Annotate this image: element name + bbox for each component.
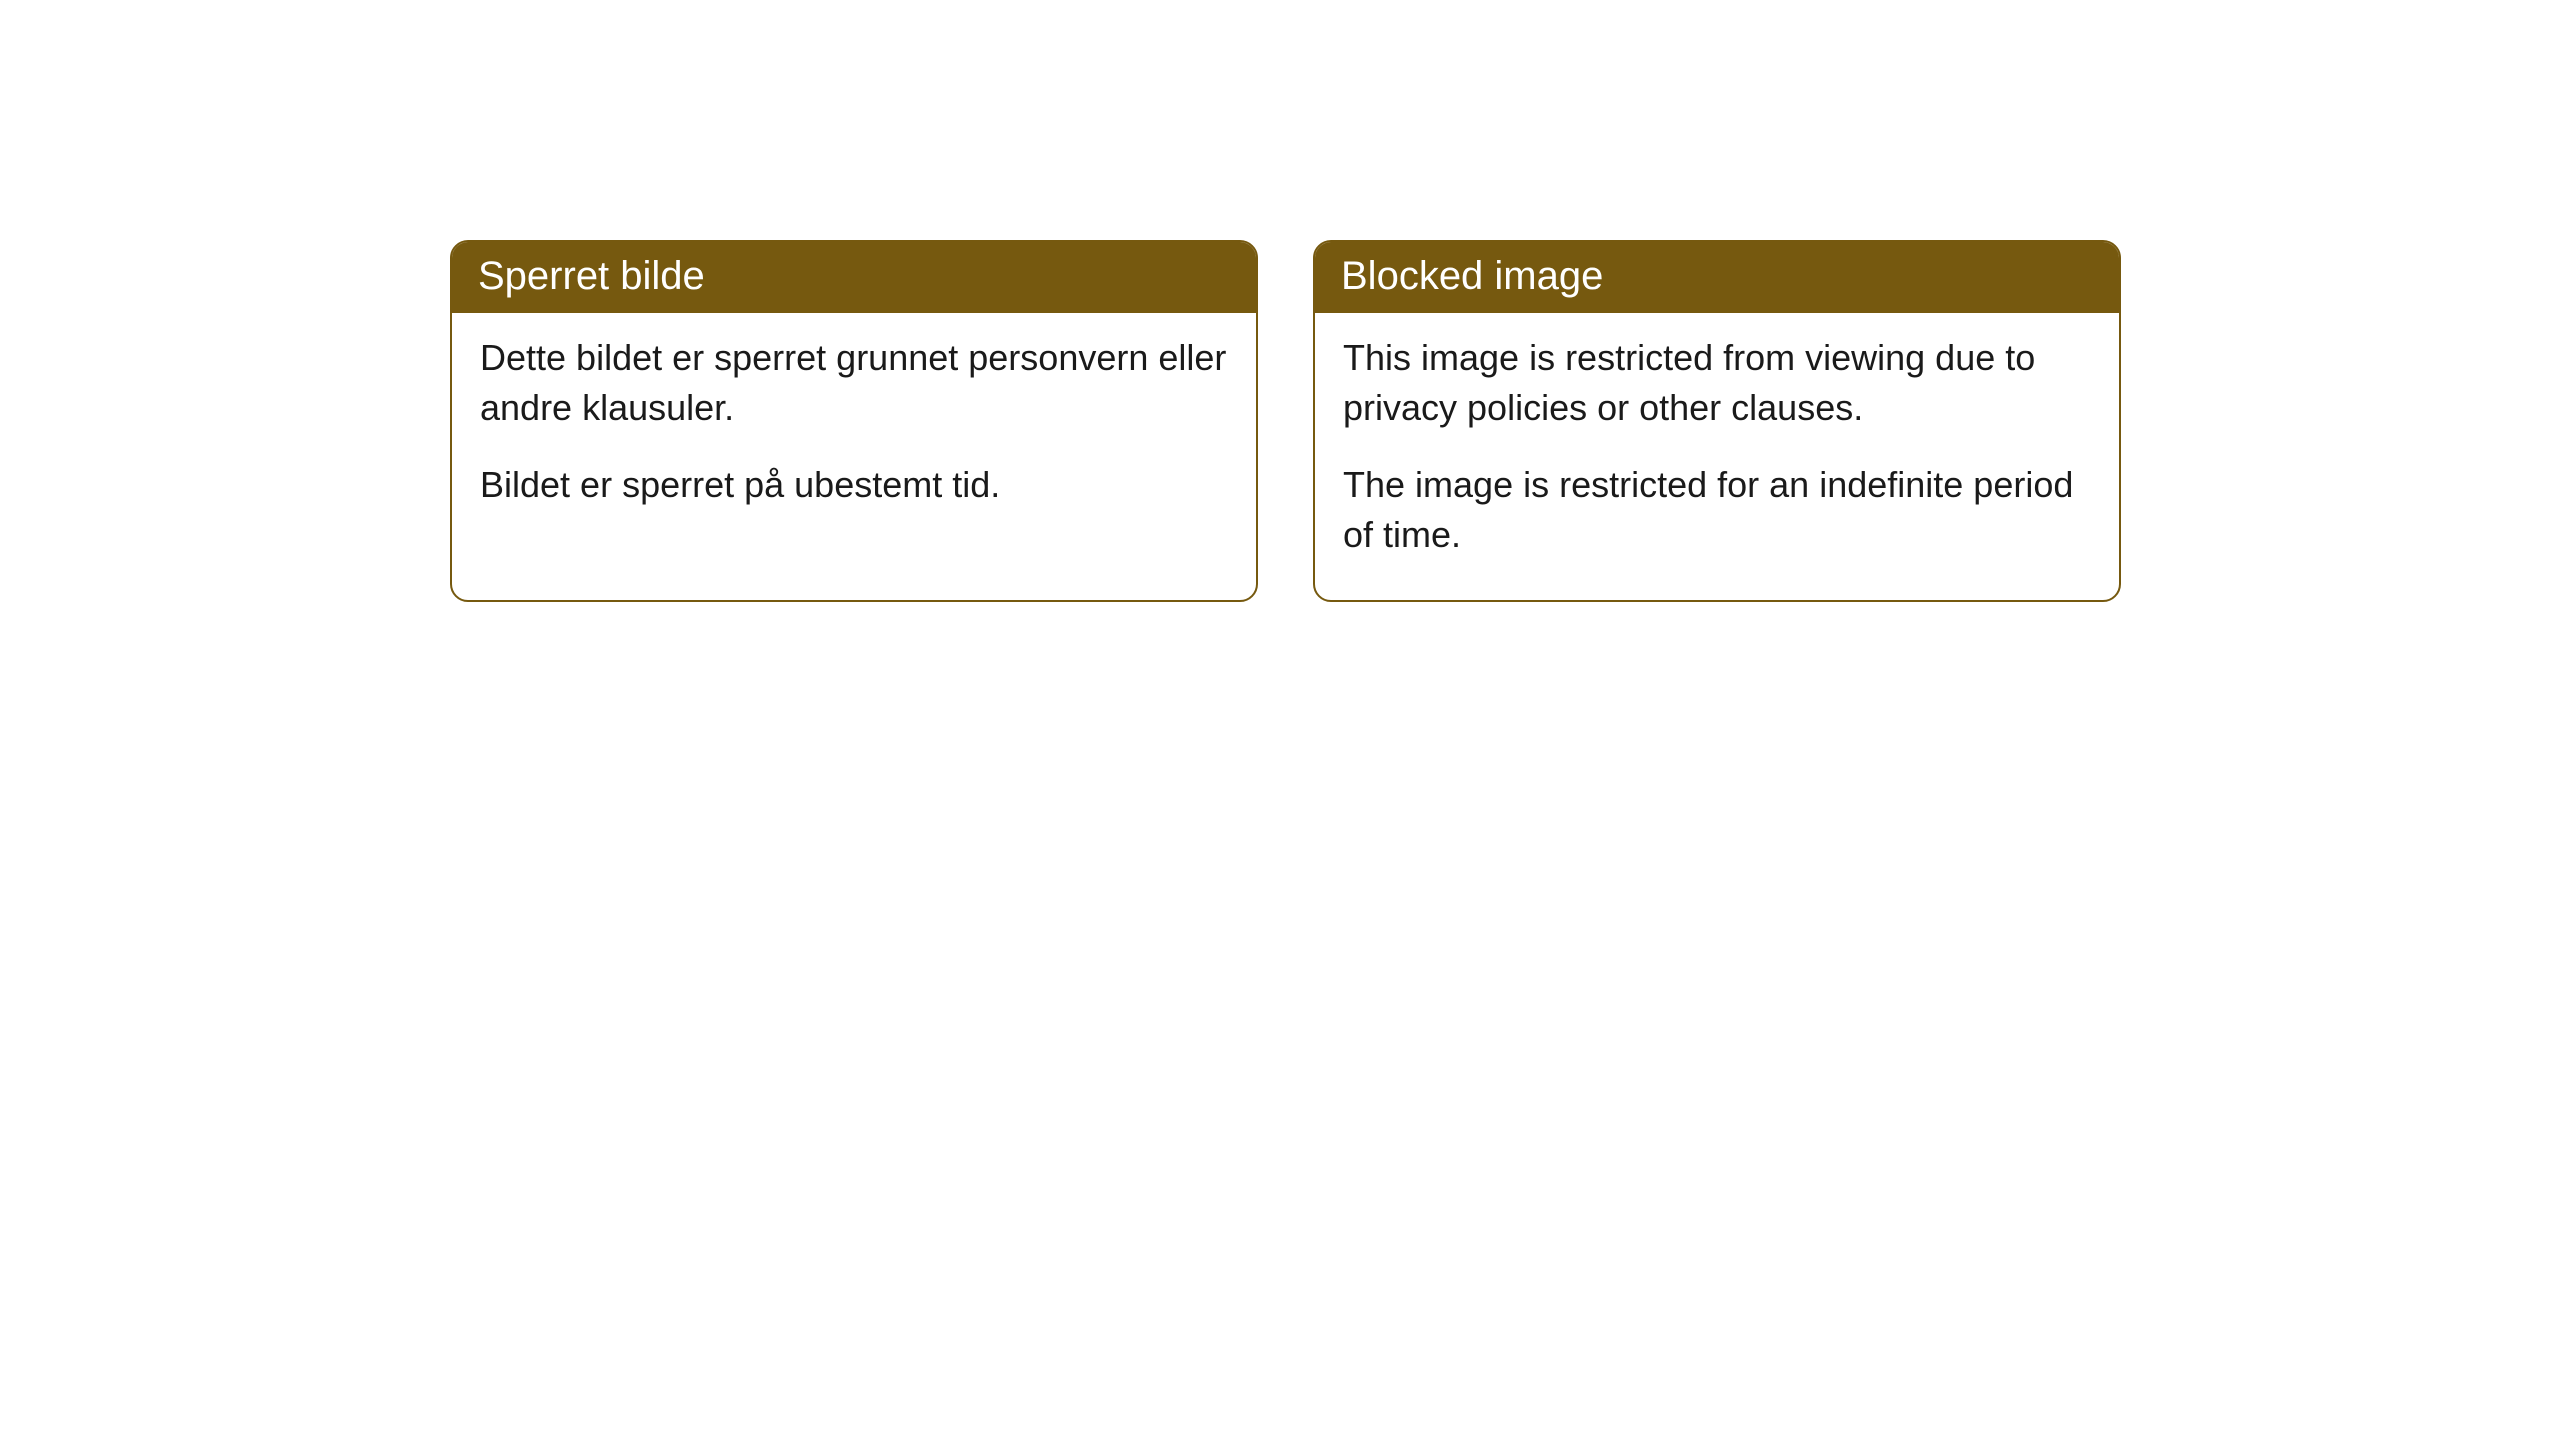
card-text-en-1: This image is restricted from viewing du…	[1343, 333, 2091, 432]
blocked-image-card-no: Sperret bilde Dette bildet er sperret gr…	[450, 240, 1258, 602]
card-header-no: Sperret bilde	[452, 242, 1256, 313]
card-text-no-1: Dette bildet er sperret grunnet personve…	[480, 333, 1228, 432]
card-text-no-2: Bildet er sperret på ubestemt tid.	[480, 460, 1228, 510]
card-header-en: Blocked image	[1315, 242, 2119, 313]
blocked-image-card-en: Blocked image This image is restricted f…	[1313, 240, 2121, 602]
card-body-no: Dette bildet er sperret grunnet personve…	[452, 313, 1256, 550]
card-text-en-2: The image is restricted for an indefinit…	[1343, 460, 2091, 559]
cards-container: Sperret bilde Dette bildet er sperret gr…	[0, 0, 2560, 602]
card-body-en: This image is restricted from viewing du…	[1315, 313, 2119, 600]
